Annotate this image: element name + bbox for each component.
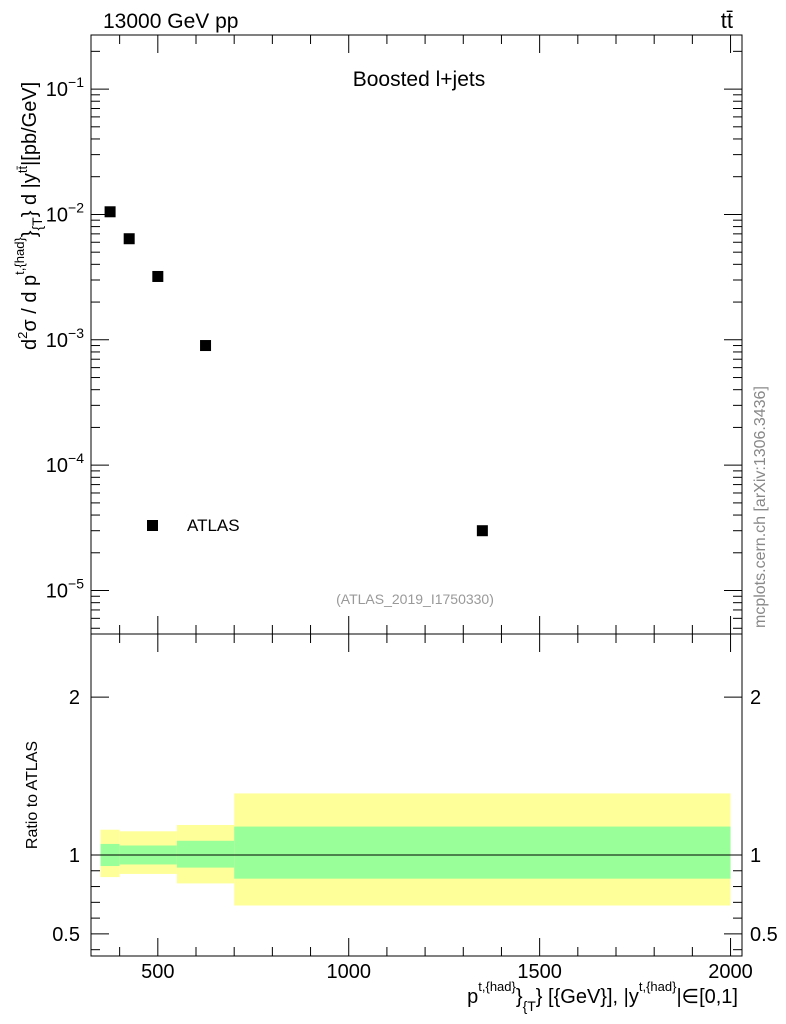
- data-point: [152, 270, 164, 282]
- ratio-y-tick-label-right: 2: [750, 687, 761, 709]
- data-point: [476, 525, 488, 537]
- process-label: tt̄: [721, 8, 733, 33]
- ratio-panel: 0.5 0.5 1 1 2 2 500 1000 1500 2000 Ratio to ATLA…: [24, 633, 778, 1014]
- ratio-y-tick-labels: 0.5 0.5 1 1 2 2: [52, 687, 778, 946]
- analysis-id: (ATLAS_2019_I1750330): [336, 591, 494, 607]
- watermark: mcplots.cern.ch [arXiv:1306.3436]: [752, 386, 769, 628]
- data-point: [123, 233, 135, 245]
- ratio-y-tick-label-left: 2: [69, 687, 80, 709]
- x-tick-label: 2000: [708, 961, 753, 983]
- panel-title: Boosted l+jets: [353, 68, 486, 91]
- main-axis-ticks: [91, 35, 742, 634]
- energy-label: 13000 GeV pp: [103, 10, 238, 33]
- x-tick-labels: 500 1000 1500 2000: [141, 961, 753, 983]
- stat-uncertainty-band: [234, 826, 731, 879]
- stat-uncertainty-band: [176, 840, 235, 868]
- legend-marker: [147, 520, 158, 531]
- x-tick-label: 500: [141, 961, 174, 983]
- x-tick-label: 1000: [326, 961, 371, 983]
- uncertainty-bands: [100, 793, 731, 906]
- ratio-y-tick-label-right: 1: [750, 845, 761, 867]
- main-frame: [90, 34, 743, 635]
- main-y-tick-label: 10−3: [46, 325, 84, 352]
- main-y-tick-label: 10−4: [46, 450, 84, 477]
- main-panel: 10−1 10−2 10−3 10−4 10−5 Boosted l+jets (ATL…: [12, 34, 743, 635]
- ratio-y-tick-label-left: 0.5: [52, 924, 80, 946]
- x-axis-label: pt,{had}}{T} [{GeV}], |yt,{had}|∈[0,1]: [467, 979, 738, 1014]
- ratio-axis-ticks: [91, 634, 742, 956]
- main-y-axis-label: d2σ / d pt,{had}}{T} d |ytt̄|[pb/GeV]: [12, 82, 45, 350]
- main-y-tick-label: 10−2: [46, 199, 84, 226]
- ratio-y-axis-label: Ratio to ATLAS: [24, 741, 41, 849]
- main-y-tick-label: 10−5: [46, 576, 84, 603]
- data-point: [200, 340, 212, 352]
- ratio-y-tick-label-left: 1: [69, 845, 80, 867]
- main-y-tick-labels: 10−1 10−2 10−3 10−4 10−5: [46, 74, 84, 602]
- data-point: [104, 206, 116, 218]
- legend-label: ATLAS: [187, 516, 240, 535]
- x-tick-label: 1500: [517, 961, 562, 983]
- ratio-y-tick-label-right: 0.5: [750, 924, 778, 946]
- data-markers: [104, 206, 488, 537]
- main-y-tick-label: 10−1: [46, 74, 84, 101]
- ratio-frame: [90, 633, 743, 957]
